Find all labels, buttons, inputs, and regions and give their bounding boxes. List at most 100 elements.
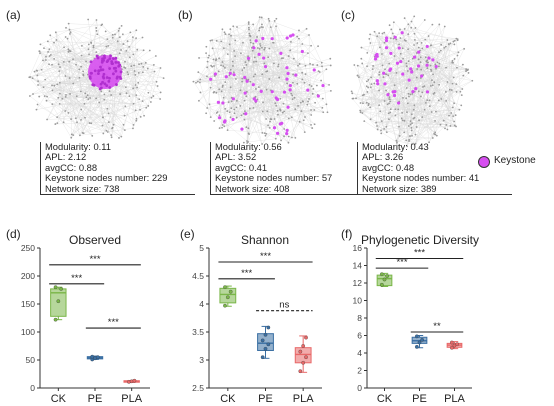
network-node	[236, 26, 238, 28]
network-node	[275, 25, 277, 28]
network-node	[300, 110, 303, 113]
network-node	[74, 117, 77, 120]
network-node	[428, 99, 431, 102]
network-node	[233, 71, 235, 74]
network-node	[63, 46, 65, 49]
network-node	[384, 68, 386, 71]
y-tick-label: 2.5	[192, 383, 204, 393]
network-edge	[255, 65, 306, 98]
network-edge	[372, 39, 448, 70]
network-node	[316, 64, 319, 66]
network-node	[245, 95, 248, 98]
network-edge	[62, 49, 69, 99]
network-node	[112, 123, 115, 126]
network-node	[247, 141, 249, 143]
network-node	[445, 100, 448, 102]
keystone-node	[109, 54, 112, 58]
network-node	[359, 111, 362, 114]
network-node	[367, 79, 370, 81]
network-node	[369, 86, 372, 89]
network-node	[318, 71, 321, 73]
network-node	[366, 91, 369, 93]
network-node	[215, 39, 218, 42]
keystone-node	[285, 77, 289, 81]
network-node	[366, 52, 369, 54]
network-edge	[423, 74, 452, 114]
network-node	[38, 50, 41, 53]
network-stats-a: Modularity: 0.11 APL: 2.12 avgCC: 0.88 K…	[40, 141, 195, 196]
keystone-node	[420, 74, 424, 78]
network-node	[92, 46, 95, 49]
network-node	[417, 58, 420, 61]
network-node	[445, 66, 447, 69]
network-edge	[396, 57, 429, 143]
network-edge	[410, 77, 454, 122]
network-node	[205, 52, 207, 55]
network-node	[311, 92, 314, 95]
network-node	[287, 135, 290, 138]
keystone-node	[410, 70, 414, 74]
network-node	[95, 19, 98, 21]
network-node	[404, 39, 407, 42]
network-node	[259, 43, 261, 45]
network-node	[70, 136, 73, 139]
keystone-node	[376, 82, 380, 86]
network-edge	[415, 100, 439, 145]
box-ck	[50, 285, 67, 322]
network-node	[135, 37, 137, 40]
network-node	[461, 88, 464, 90]
box-pla	[123, 378, 140, 384]
keystone-node	[114, 66, 117, 70]
network-edge	[223, 47, 317, 86]
significance-label: ***	[89, 254, 100, 265]
box-chart-phylogenetic-diversity: (f) Phylogenetic Diversity 0 2 4 6 8 10 12 14 16 CK…	[341, 227, 479, 405]
network-node	[358, 76, 360, 79]
network-edge	[46, 93, 121, 101]
stat-modularity: Modularity: 0.11	[45, 141, 112, 152]
network-node	[128, 45, 131, 48]
network-edge	[355, 36, 378, 99]
network-edge	[29, 53, 41, 78]
network-node	[118, 36, 121, 39]
network-node	[402, 96, 404, 99]
keystone-node	[261, 36, 265, 41]
network-node	[369, 33, 371, 36]
network-node	[152, 63, 155, 66]
network-edge	[29, 66, 61, 78]
network-node	[258, 27, 261, 29]
data-point	[56, 299, 61, 304]
network-edge	[393, 22, 457, 85]
network-node	[328, 83, 330, 86]
network-node	[70, 133, 73, 136]
network-edge	[287, 67, 330, 86]
network-edge	[97, 34, 130, 58]
network-edge	[431, 41, 454, 46]
network-node	[356, 64, 359, 67]
network-node	[448, 88, 451, 91]
network-edge	[357, 55, 395, 76]
network-edge	[429, 67, 447, 107]
network-edge	[52, 104, 93, 136]
network-node	[111, 127, 113, 130]
network-node	[101, 23, 104, 26]
network-edge	[233, 72, 305, 83]
network-edge	[37, 49, 50, 76]
network-node	[407, 92, 410, 95]
x-tick-label: PE	[88, 393, 103, 405]
network-node	[310, 85, 313, 88]
network-node	[406, 145, 409, 148]
keystone-node	[224, 75, 228, 79]
keystone-node	[375, 52, 379, 57]
network-node	[44, 78, 47, 81]
network-edge	[367, 42, 371, 53]
network-node	[211, 39, 213, 42]
network-node	[409, 135, 411, 137]
network-edge	[414, 39, 430, 107]
network-node	[149, 101, 152, 103]
network-edge	[385, 90, 436, 133]
network-node	[147, 105, 150, 107]
network-node	[131, 36, 134, 39]
network-edge	[415, 56, 454, 117]
data-point	[53, 285, 58, 290]
network-node	[239, 105, 242, 107]
